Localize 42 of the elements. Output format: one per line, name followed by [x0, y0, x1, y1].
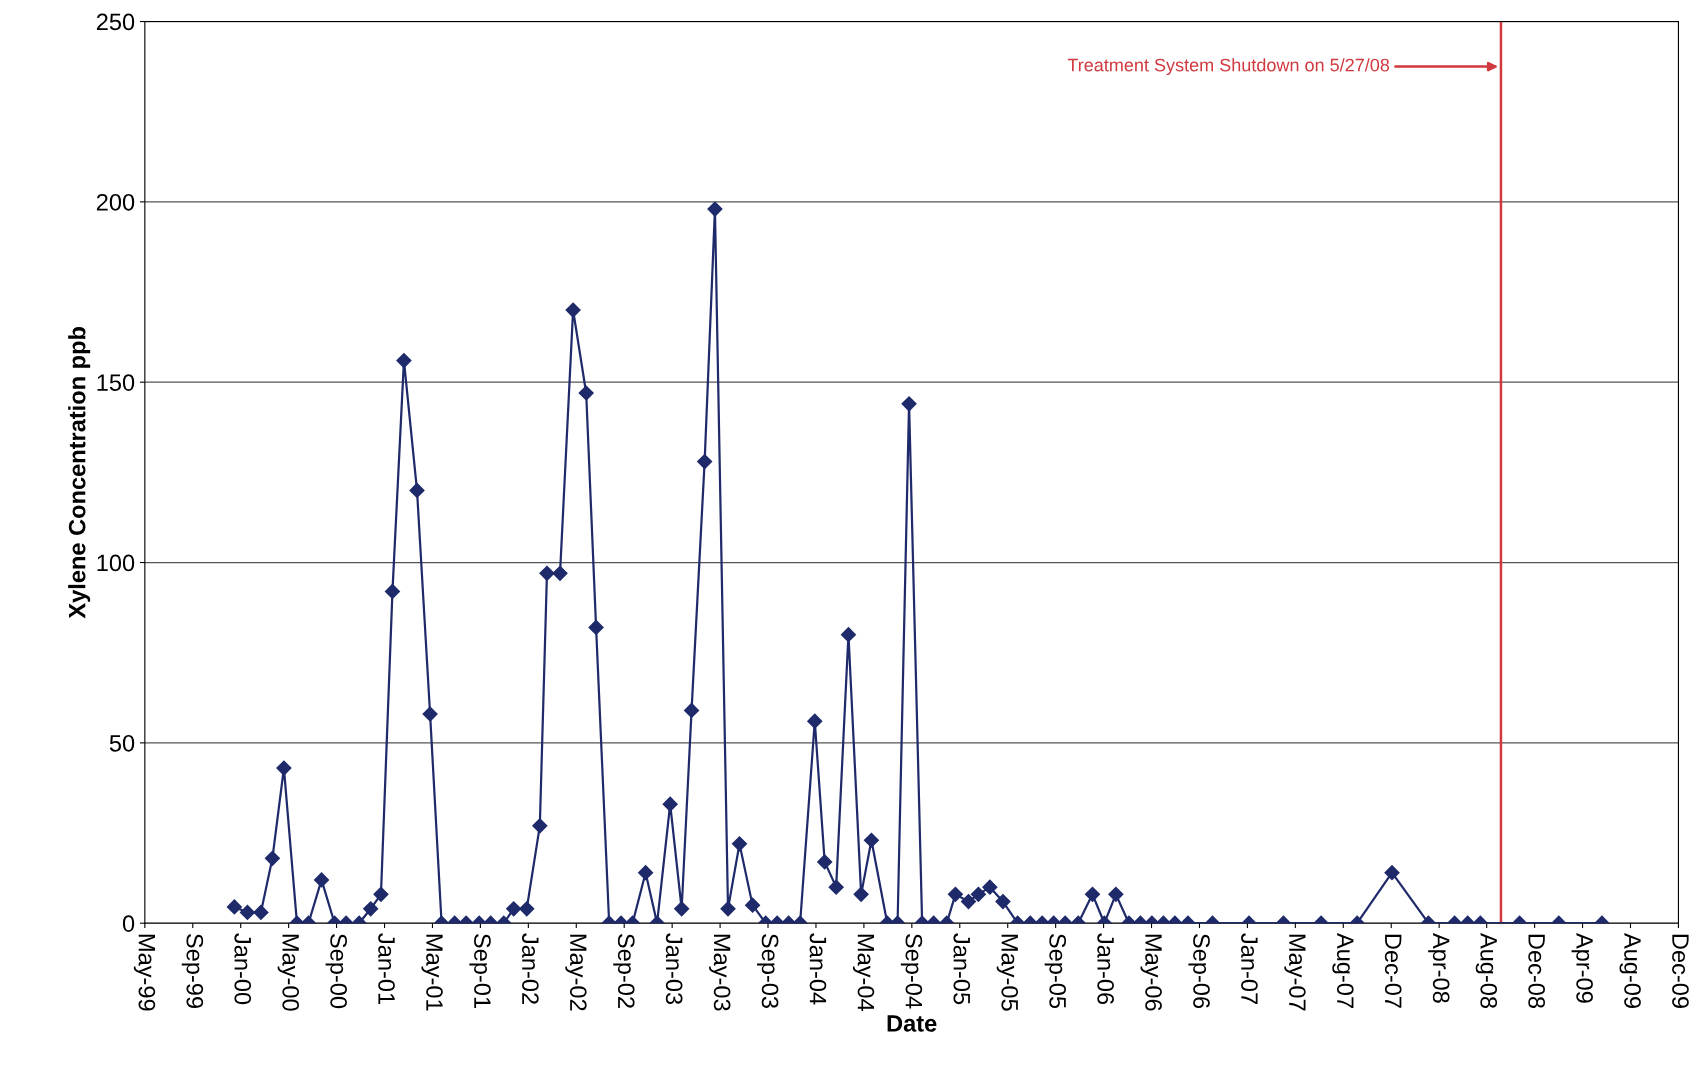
x-tick-label: Jan-07	[1241, 933, 1258, 1004]
x-tick-label: Dec-08	[1528, 934, 1546, 1009]
x-tick-label: Jan-00	[234, 933, 252, 1005]
x-tick-label: Sep-03	[757, 934, 779, 1009]
x-tick-label: Sep-06	[1188, 934, 1210, 1009]
x-tick-label: May-01	[421, 934, 443, 1011]
y-axis-title: Xylene Concentration ppb	[68, 327, 91, 619]
x-tick-label: May-03	[709, 934, 731, 1011]
x-axis-title: Date	[887, 1015, 937, 1032]
y-tick-label: 150	[97, 374, 135, 391]
x-tick-label: Sep-99	[181, 934, 204, 1008]
x-tick-label: Jan-05	[953, 933, 971, 1005]
x-tick-label: Apr-08	[1428, 932, 1450, 1003]
x-tick-label: May-00	[277, 934, 300, 1011]
x-tick-label: May-04	[852, 934, 875, 1011]
x-tick-label: Jan-06	[1097, 933, 1114, 1005]
y-tick-label: 50	[109, 734, 135, 752]
x-tick-label: Jan-04	[809, 933, 827, 1005]
x-tick-label: May-05	[996, 934, 1019, 1011]
x-tick-label: Jan-03	[665, 933, 683, 1005]
x-tick-label: Sep-04	[900, 934, 923, 1009]
x-tick-label: May-99	[133, 934, 156, 1011]
x-tick-label: May-02	[565, 934, 587, 1011]
x-tick-label: Dec-07	[1384, 934, 1402, 1008]
x-tick-label: Sep-00	[325, 934, 347, 1009]
x-tick-label: May-07	[1284, 934, 1306, 1011]
x-tick-label: Dec-09	[1672, 934, 1689, 1008]
x-tick-label: Sep-05	[1044, 934, 1067, 1009]
y-tick-label: 250	[96, 13, 135, 31]
x-tick-label: Aug-07	[1332, 932, 1354, 1008]
x-tick-label: Aug-08	[1475, 932, 1498, 1009]
x-tick-label: Sep-02	[613, 934, 635, 1008]
y-tick-label: 200	[96, 193, 135, 211]
ref-line-label: Treatment System Shutdown on 5/27/08	[1067, 58, 1390, 76]
x-tick-label: May-06	[1140, 934, 1162, 1011]
x-tick-label: Jan-02	[522, 933, 539, 1004]
y-tick-label: 100	[97, 554, 135, 572]
x-tick-label: Sep-01	[469, 934, 491, 1008]
y-tick-label: 0	[122, 915, 135, 932]
x-tick-label: Aug-09	[1619, 932, 1641, 1008]
x-tick-label: Apr-09	[1571, 932, 1593, 1003]
x-tick-label: Jan-01	[378, 933, 395, 1004]
